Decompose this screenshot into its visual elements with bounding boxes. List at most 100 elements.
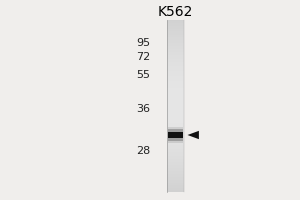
Bar	[167, 117, 184, 118]
Bar	[167, 100, 184, 101]
Bar	[167, 22, 184, 23]
Bar	[167, 126, 184, 127]
Bar	[167, 121, 184, 122]
Bar	[167, 61, 184, 62]
Bar	[167, 151, 184, 152]
Bar	[167, 159, 184, 160]
Bar	[167, 142, 184, 143]
Bar	[167, 65, 184, 66]
Bar	[167, 134, 184, 135]
Bar	[167, 36, 184, 37]
Bar	[167, 131, 184, 132]
Bar	[167, 178, 184, 179]
Bar	[167, 77, 184, 78]
Bar	[167, 67, 184, 68]
Bar	[167, 161, 184, 162]
Bar	[167, 115, 184, 116]
Bar	[167, 87, 184, 88]
Bar	[167, 191, 184, 192]
Bar	[167, 75, 184, 76]
Polygon shape	[188, 131, 199, 139]
Bar	[167, 146, 184, 147]
Bar	[167, 156, 184, 157]
Bar	[167, 119, 184, 120]
Bar	[167, 42, 184, 43]
Text: 72: 72	[136, 52, 150, 62]
Bar	[167, 127, 184, 128]
Bar	[167, 37, 184, 38]
Bar	[167, 181, 184, 182]
Bar	[167, 139, 184, 140]
Bar	[167, 164, 184, 165]
Bar	[167, 138, 184, 139]
Bar	[167, 60, 184, 61]
Bar	[167, 148, 184, 149]
Bar	[167, 144, 184, 145]
Bar	[167, 84, 184, 85]
Bar	[167, 54, 184, 55]
Bar	[167, 112, 184, 113]
Text: 95: 95	[136, 38, 150, 48]
Bar	[167, 90, 184, 91]
Bar	[168, 129, 183, 141]
Bar	[167, 150, 184, 151]
Bar	[167, 62, 184, 63]
Bar	[167, 71, 184, 72]
Bar	[167, 172, 184, 173]
Bar	[167, 185, 184, 186]
Bar	[167, 72, 184, 73]
Bar	[167, 110, 184, 111]
Bar	[167, 109, 184, 110]
Bar	[167, 85, 184, 86]
Bar	[167, 102, 184, 103]
Bar	[167, 94, 184, 95]
Bar	[167, 171, 184, 172]
Bar	[167, 123, 184, 124]
Bar	[167, 154, 184, 155]
Bar	[167, 23, 184, 24]
Bar	[167, 39, 184, 40]
Bar	[167, 152, 184, 153]
Bar	[167, 47, 184, 48]
Bar	[167, 69, 184, 70]
Bar	[167, 88, 184, 89]
Bar	[167, 187, 184, 188]
Bar	[167, 74, 184, 75]
Text: K562: K562	[158, 5, 193, 19]
Bar	[167, 147, 184, 148]
Bar	[167, 189, 184, 190]
Bar	[167, 78, 184, 79]
Bar	[167, 153, 184, 154]
Bar	[167, 31, 184, 32]
Bar	[167, 28, 184, 29]
Bar	[167, 96, 184, 97]
Bar	[167, 162, 184, 163]
Bar	[167, 124, 184, 125]
Bar	[167, 45, 184, 46]
Bar	[167, 93, 184, 94]
Bar	[167, 116, 184, 117]
Bar	[167, 51, 184, 52]
Bar	[167, 108, 184, 109]
Bar	[167, 57, 184, 58]
Bar	[167, 86, 184, 87]
Bar	[167, 56, 184, 57]
Bar	[167, 58, 184, 59]
Bar	[167, 21, 184, 22]
Bar	[167, 133, 184, 134]
Bar	[167, 95, 184, 96]
Bar	[167, 70, 184, 71]
Bar	[167, 167, 184, 168]
Bar	[167, 68, 184, 69]
Bar	[167, 52, 184, 53]
Bar	[167, 35, 184, 36]
Bar	[167, 73, 184, 74]
Bar	[167, 27, 184, 28]
Bar	[167, 173, 184, 174]
Bar	[168, 132, 183, 138]
Bar	[167, 118, 184, 119]
Bar	[167, 158, 184, 159]
Bar	[167, 99, 184, 100]
Bar	[167, 59, 184, 60]
Bar	[167, 149, 184, 150]
